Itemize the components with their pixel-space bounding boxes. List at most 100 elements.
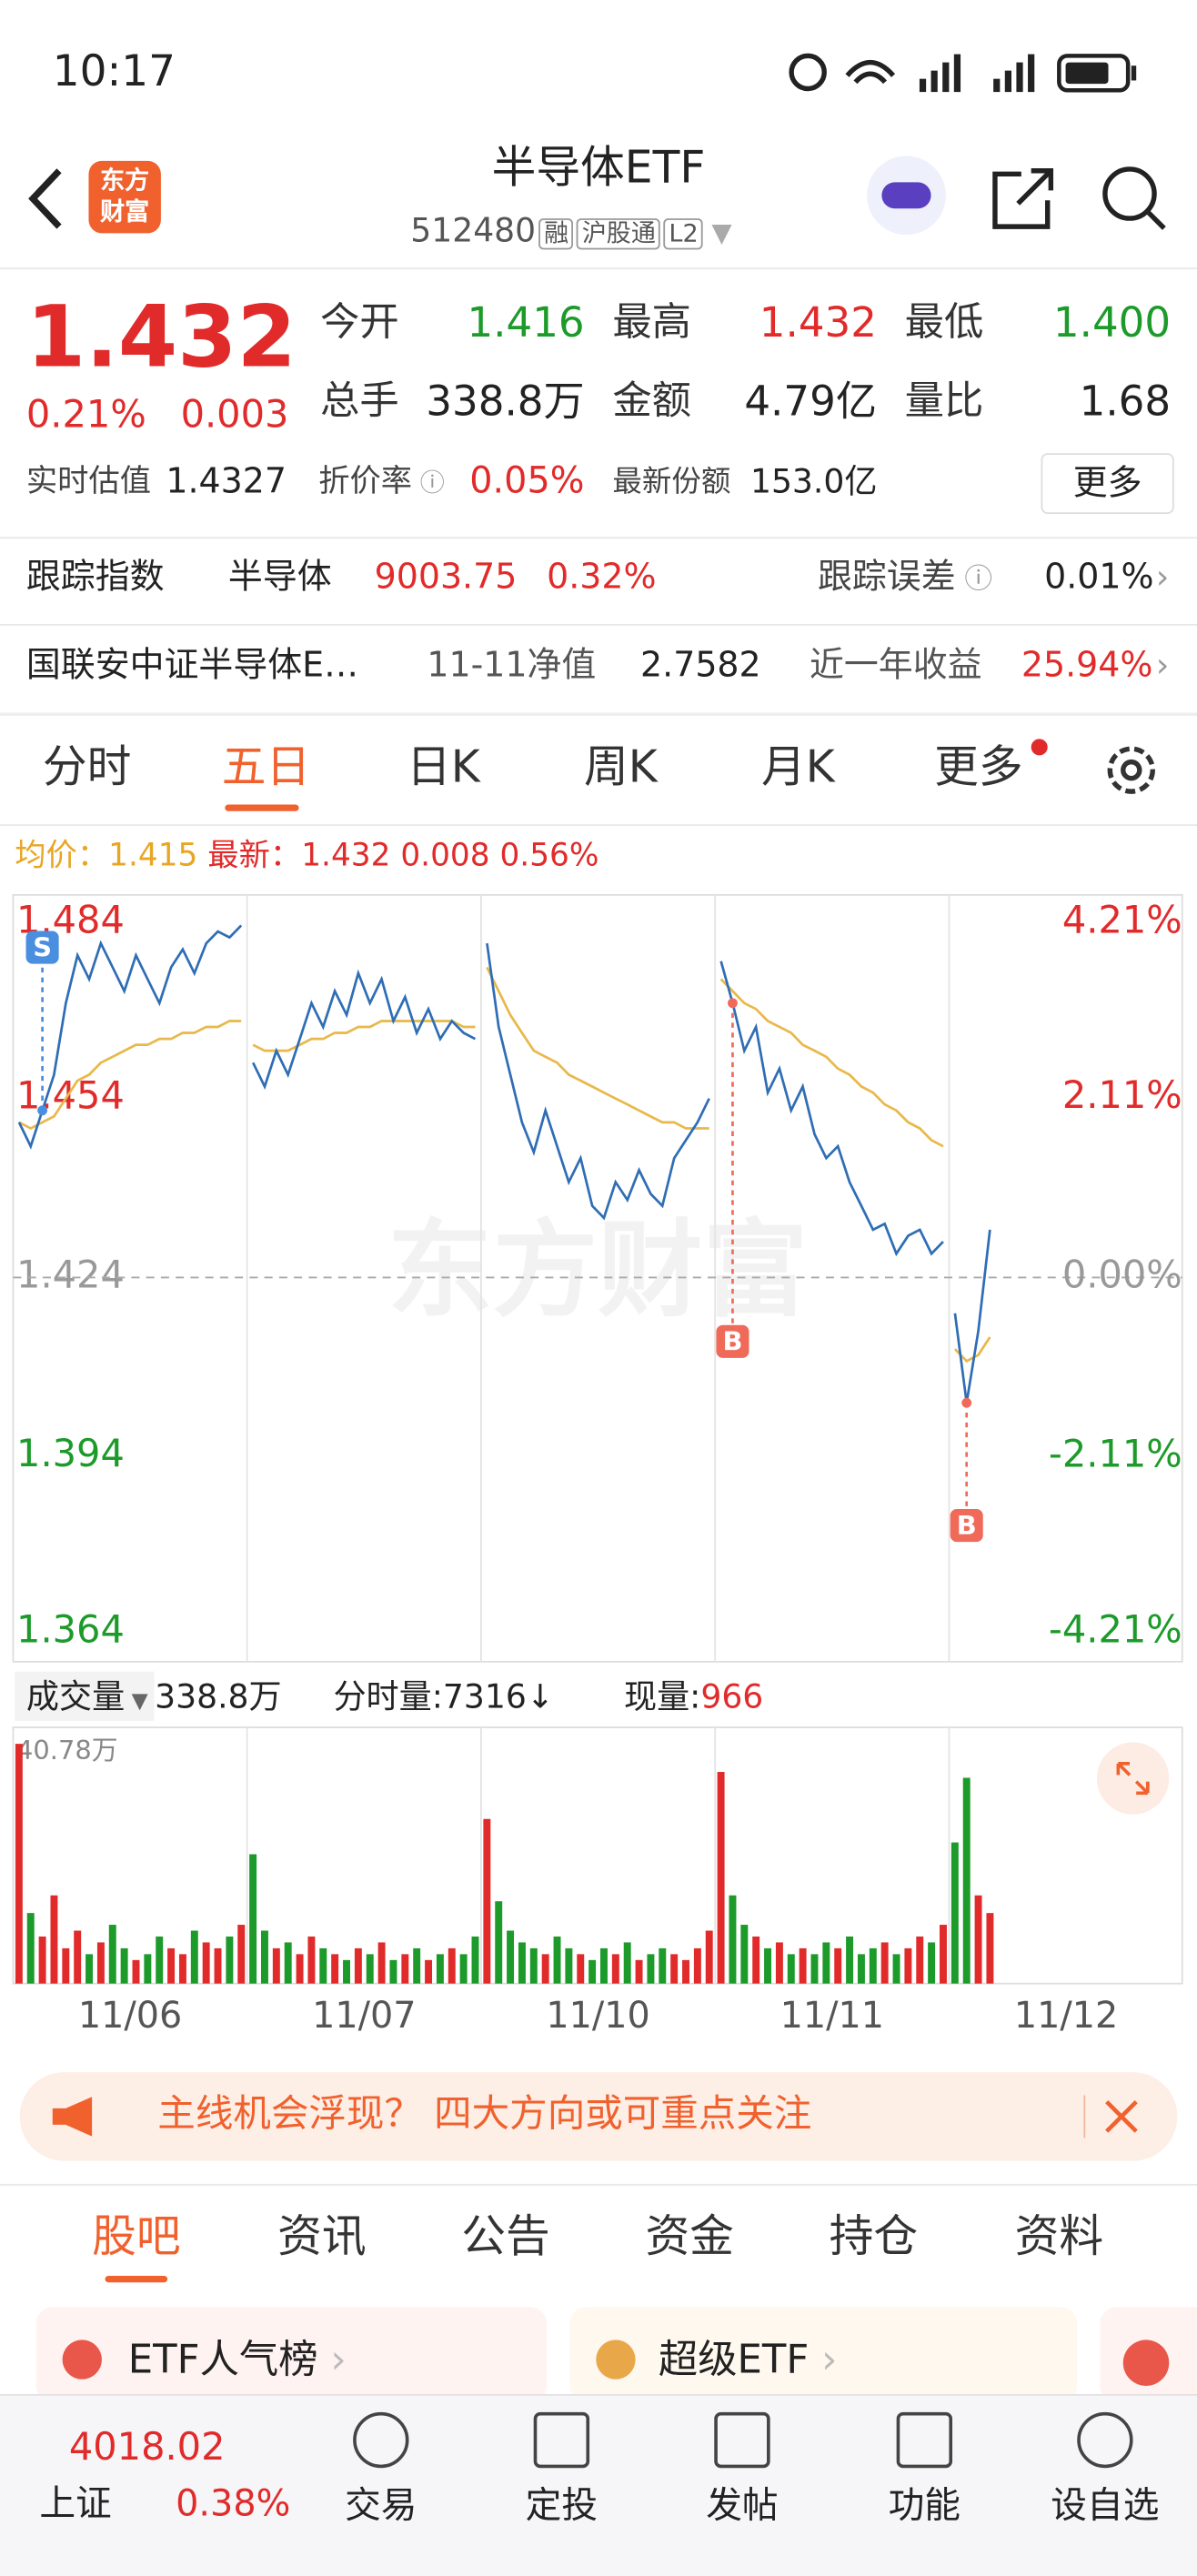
- marker-badge: [950, 1508, 983, 1543]
- sub-tab[interactable]: 公告: [461, 2211, 550, 2263]
- field-label: 最新份额: [612, 464, 731, 499]
- volume-bar: [577, 1954, 585, 1984]
- volume-bar: [214, 1947, 222, 1984]
- x-tick-label: 11/11: [780, 1995, 884, 2037]
- sub-tab[interactable]: 资讯: [277, 2211, 367, 2263]
- error-value: 0.01%: [1044, 556, 1154, 597]
- volume-bar: [425, 1959, 433, 1984]
- average-line: [18, 966, 991, 1363]
- volume-bar: [834, 1947, 842, 1984]
- field-value: 1.4327: [166, 461, 287, 501]
- avg-label: 均价：: [15, 837, 109, 874]
- tab[interactable]: 五日: [221, 741, 311, 793]
- volume-bar: [343, 1959, 350, 1984]
- fund-name: 国联安中证半导体E…: [25, 645, 359, 685]
- field-label: 实时估值: [25, 463, 152, 499]
- volume-bar: [389, 1959, 397, 1984]
- change: 0.003: [180, 394, 289, 438]
- volume-bar: [178, 1954, 186, 1984]
- nav-icon[interactable]: [533, 2411, 590, 2469]
- sub-tab[interactable]: 持仓: [829, 2211, 919, 2263]
- nav-label[interactable]: 功能: [888, 2486, 961, 2528]
- volume-bar: [717, 1772, 725, 1984]
- volume-bar: [132, 1959, 140, 1984]
- banner[interactable]: 主线机会浮现？ 四大方向或可重点关注: [19, 2072, 1178, 2161]
- tag: 沪股通: [577, 218, 661, 250]
- volume-bar: [108, 1925, 116, 1984]
- nav-label[interactable]: 发帖: [706, 2486, 779, 2528]
- tab[interactable]: 周K: [584, 741, 658, 793]
- assistant-icon[interactable]: [867, 156, 946, 236]
- settings-icon[interactable]: [1100, 739, 1162, 801]
- volume-bar: [459, 1954, 468, 1984]
- nav-label[interactable]: 设自选: [1051, 2486, 1160, 2528]
- back-button[interactable]: [23, 165, 72, 234]
- status-icons: [789, 53, 1137, 93]
- volume-bar: [26, 1913, 35, 1984]
- tracking-label: 跟踪指数: [25, 556, 165, 597]
- sub-tab[interactable]: 资金: [645, 2211, 734, 2263]
- volume-bar: [787, 1954, 795, 1984]
- volume-bar: [611, 1954, 619, 1984]
- tab[interactable]: 更多: [934, 741, 1023, 793]
- field-label: 金额: [612, 377, 691, 424]
- index-name: 上证: [39, 2484, 112, 2526]
- volume-bar: [623, 1942, 631, 1984]
- volume-bar: [74, 1930, 82, 1984]
- nav-icon[interactable]: [896, 2411, 953, 2469]
- marker-dot: [37, 1105, 48, 1116]
- volume-bar: [600, 1947, 608, 1984]
- field-label: 今开: [320, 298, 399, 346]
- volume-bar: [307, 1936, 316, 1984]
- card[interactable]: ETF人气榜 ›: [35, 2307, 548, 2403]
- volume-bar: [331, 1954, 339, 1984]
- code-line: 512480 融沪股通 L2 ▼: [410, 210, 732, 250]
- card-title: 超级ETF ›: [658, 2336, 838, 2383]
- nav-icon[interactable]: [1077, 2411, 1133, 2469]
- title: 半导体ETF: [491, 143, 706, 195]
- latest-change: 0.008: [400, 837, 490, 874]
- field-value: 1.400: [1052, 298, 1172, 347]
- tab[interactable]: 月K: [760, 741, 835, 793]
- tab[interactable]: 日K: [407, 741, 480, 793]
- more-button[interactable]: 更多: [1041, 453, 1174, 515]
- code: 512480: [410, 210, 537, 250]
- index-change: 0.38%: [176, 2484, 291, 2526]
- index-change: 0.32%: [547, 556, 657, 597]
- volume-bar: [471, 1936, 479, 1984]
- volume-bar: [62, 1947, 70, 1984]
- avg-value: 1.415: [108, 837, 198, 874]
- sub-tab[interactable]: 股吧: [92, 2211, 181, 2263]
- logo: 东方 财富: [88, 160, 161, 234]
- nav-label[interactable]: 定投: [525, 2486, 598, 2528]
- watermark: 东方财富: [387, 1210, 808, 1332]
- volume-bar: [167, 1947, 176, 1984]
- chart-info: 均价：1.415 最新：1.432 0.008 0.56%: [15, 840, 598, 871]
- tab-underline: [225, 804, 299, 811]
- header-icons[interactable]: [985, 161, 1182, 233]
- nav-icon[interactable]: [353, 2411, 409, 2469]
- volume-bar: [366, 1954, 374, 1984]
- price-line: [17, 924, 991, 1404]
- volume-selector[interactable]: [15, 1671, 155, 1721]
- volume-bar: [647, 1954, 655, 1984]
- nav-value: 2.7582: [640, 645, 761, 685]
- volume-bar: [413, 1947, 421, 1984]
- volume-bar: [156, 1936, 164, 1984]
- y-tick-label: 1.364: [16, 1606, 125, 1651]
- volume-bar: [284, 1942, 292, 1984]
- sub-tab[interactable]: 资料: [1014, 2211, 1104, 2263]
- nav-icon[interactable]: [714, 2411, 770, 2469]
- nav-label[interactable]: 交易: [345, 2486, 417, 2528]
- y-tick-label: 1.454: [16, 1073, 125, 1118]
- tab[interactable]: 分时: [42, 741, 132, 793]
- volume-bar: [775, 1942, 783, 1984]
- volume-bar: [869, 1947, 877, 1984]
- volume-bar: [705, 1930, 713, 1984]
- volume-bar: [272, 1947, 280, 1984]
- marker-dot: [961, 1397, 972, 1408]
- volume-bar: [38, 1936, 46, 1984]
- tick-volume: 分时量:7316↓: [333, 1676, 555, 1716]
- card[interactable]: 超级ETF ›: [569, 2307, 1078, 2403]
